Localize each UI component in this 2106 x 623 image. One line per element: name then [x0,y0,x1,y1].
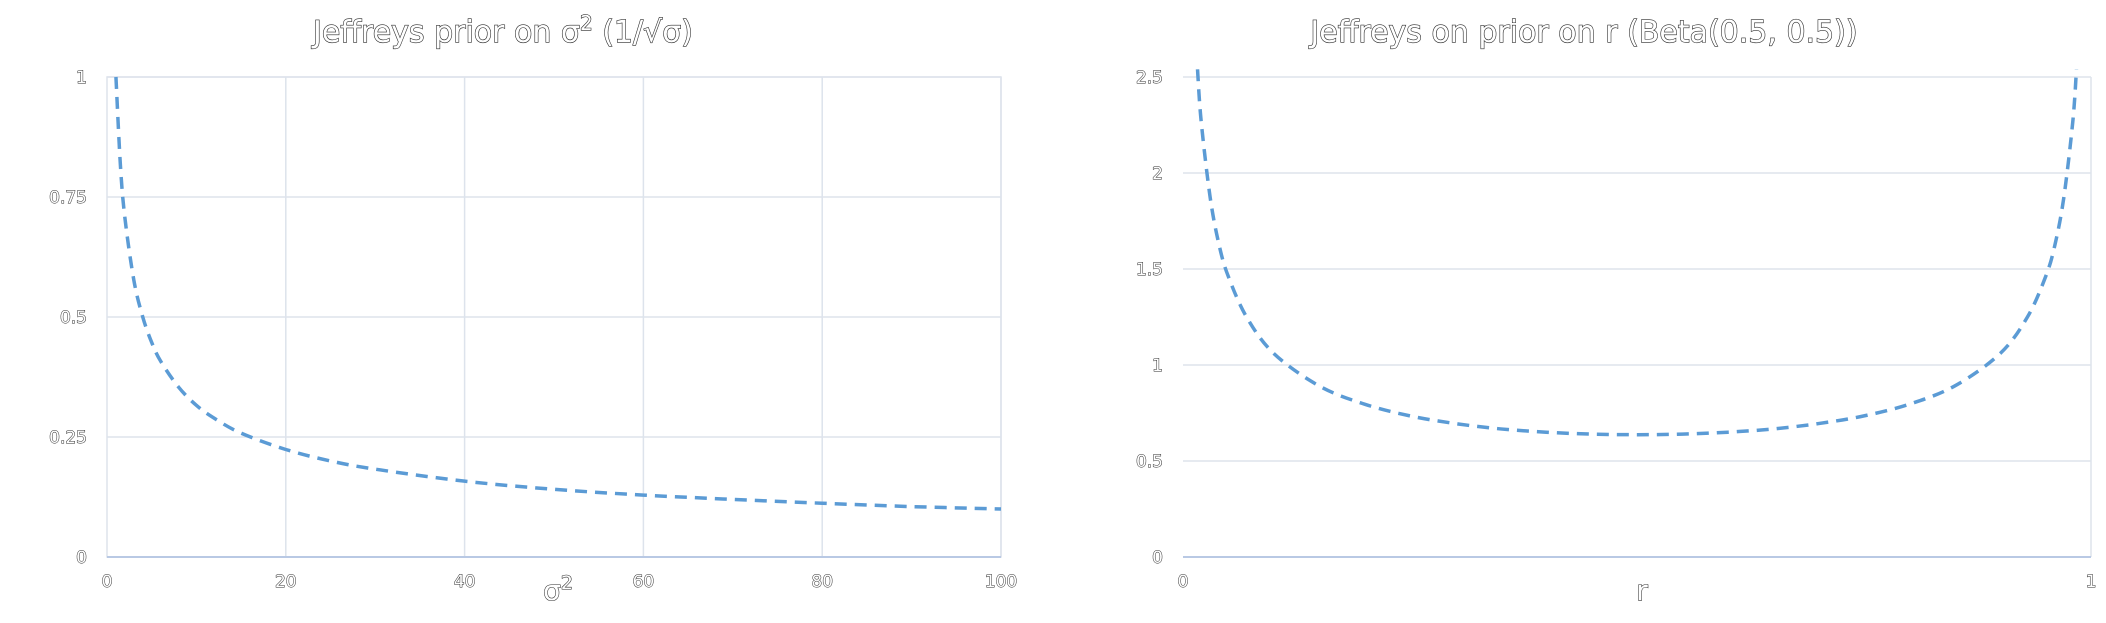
c1-xtick-2: 40 [454,572,476,592]
chart1-tick-labels: 0 0.25 0.5 0.75 1 0 20 40 60 80 100 [49,68,1018,593]
c2-xtick-1: 1 [2086,572,2097,592]
chart2-tick-labels: 0 0.5 1 1.5 2 2.5 0 1 [1135,68,2097,593]
c2-ytick-1: 0.5 [1136,452,1163,472]
c2-ytick-2: 1 [1152,356,1163,376]
c1-xtick-0: 0 [102,572,113,592]
chart2-series [1195,69,2079,437]
chart1-x-axis-label: σ2 [543,572,573,607]
chart1-title: Jeffreys prior on σ2 (1/√σ) [311,11,693,50]
c1-series-line-0 [114,76,1002,511]
c2-ytick-4: 2 [1152,164,1163,184]
chart-r-beta: Jeffreys on prior on r (Beta(0.5, 0.5)) … [1135,14,2097,607]
c1-xtick-5: 100 [985,572,1017,592]
c2-xtick-0: 0 [1178,572,1189,592]
c1-ytick-0: 0 [76,548,87,568]
c1-xtick-1: 20 [275,572,297,592]
c2-ytick-0: 0 [1152,548,1163,568]
chart2-x-axis-label: r [1636,574,1648,607]
chart1-gridlines [106,76,1002,558]
chart2-title: Jeffreys on prior on r (Beta(0.5, 0.5)) [1308,15,1857,50]
c1-ytick-4: 1 [76,68,87,88]
c1-ytick-2: 0.5 [60,308,87,328]
c2-series-line-0 [1195,69,2079,437]
chart-sigma-squared: Jeffreys prior on σ2 (1/√σ) 0 0.25 0.5 0.75… [49,10,1018,607]
chart1-series [114,76,1002,511]
c1-ytick-1: 0.25 [49,428,87,448]
c2-ytick-5: 2.5 [1136,68,1163,88]
c1-xtick-4: 80 [811,572,833,592]
chart2-gridlines [1183,76,2092,558]
c1-xtick-3: 60 [633,572,655,592]
c1-ytick-3: 0.75 [49,188,87,208]
c2-ytick-3: 1.5 [1136,260,1163,280]
